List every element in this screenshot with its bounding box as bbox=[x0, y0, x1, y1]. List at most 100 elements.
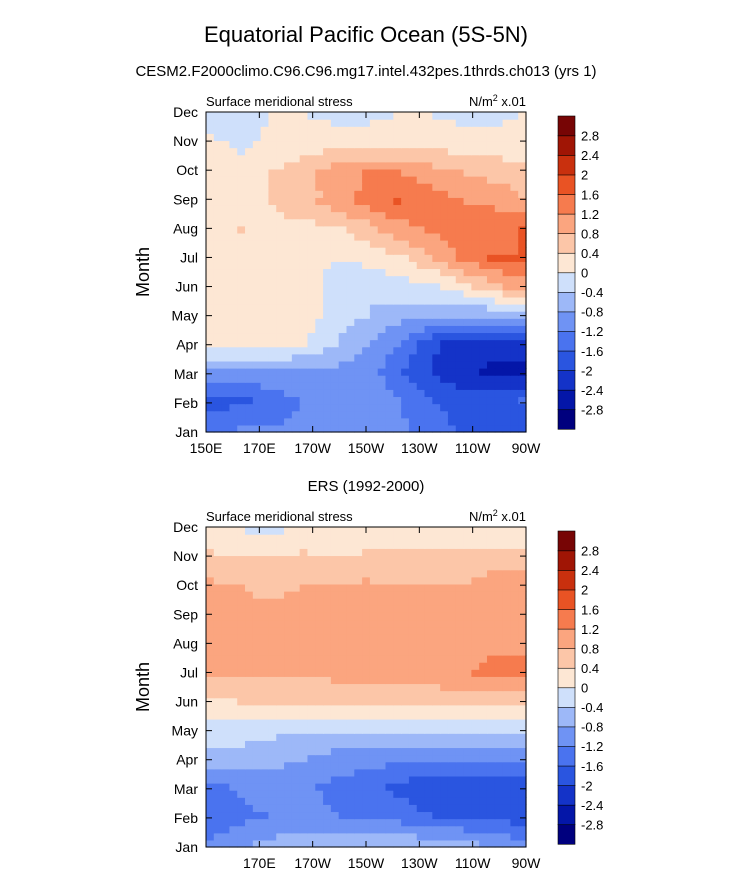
heatmap-cell bbox=[354, 168, 363, 177]
heatmap-cell bbox=[494, 783, 504, 791]
heatmap-cell bbox=[393, 332, 402, 341]
heatmap-cell bbox=[408, 168, 418, 177]
heatmap-cell bbox=[455, 612, 465, 621]
heatmap-cell bbox=[401, 190, 410, 198]
heatmap-cell bbox=[323, 368, 332, 376]
heatmap-cell bbox=[502, 119, 511, 127]
heatmap-cell bbox=[252, 761, 262, 770]
y-tick-label: Jan bbox=[175, 839, 198, 855]
heatmap-cell bbox=[494, 154, 504, 163]
heatmap-cell bbox=[494, 353, 504, 362]
heatmap-cell bbox=[260, 797, 270, 805]
heatmap-cell bbox=[229, 304, 238, 312]
heatmap-cell bbox=[245, 555, 254, 564]
heatmap-cell bbox=[307, 154, 316, 163]
heatmap-cell bbox=[416, 797, 426, 805]
heatmap-cell bbox=[377, 775, 387, 784]
heatmap-cell bbox=[354, 768, 363, 777]
heatmap-cell bbox=[479, 353, 488, 362]
y-tick-label: Mar bbox=[174, 781, 198, 797]
heatmap-cell bbox=[440, 676, 449, 685]
heatmap-cell bbox=[510, 662, 519, 670]
heatmap-cell bbox=[518, 662, 527, 670]
heatmap-cell bbox=[221, 690, 231, 699]
heatmap-cell bbox=[354, 382, 363, 390]
heatmap-cell bbox=[502, 555, 511, 564]
heatmap-cell bbox=[440, 605, 449, 613]
heatmap-cell bbox=[315, 112, 324, 120]
heatmap-cell bbox=[323, 389, 332, 398]
heatmap-cell bbox=[455, 126, 465, 134]
heatmap-cell bbox=[245, 325, 254, 334]
heatmap-cell bbox=[315, 204, 324, 213]
heatmap-cell bbox=[479, 626, 488, 635]
heatmap-cell bbox=[221, 147, 231, 156]
heatmap-cell bbox=[424, 733, 433, 741]
heatmap-cell bbox=[393, 576, 402, 585]
heatmap-cell bbox=[408, 534, 418, 542]
heatmap-cell bbox=[385, 360, 394, 369]
heatmap-cell bbox=[330, 655, 340, 663]
heatmap-cell bbox=[377, 676, 387, 685]
heatmap-cell bbox=[455, 619, 465, 628]
heatmap-cell bbox=[447, 112, 457, 120]
heatmap-cell bbox=[206, 311, 215, 319]
heatmap-cell bbox=[229, 190, 238, 198]
heatmap-cell bbox=[206, 662, 215, 670]
heatmap-cell bbox=[455, 768, 465, 777]
heatmap-cell bbox=[276, 183, 285, 191]
heatmap-cell bbox=[268, 311, 277, 319]
heatmap-cell bbox=[307, 832, 316, 841]
heatmap-cell bbox=[260, 612, 270, 621]
heatmap-cell bbox=[252, 605, 262, 613]
heatmap-cell bbox=[408, 832, 418, 841]
heatmap-cell bbox=[393, 669, 402, 677]
heatmap-cell bbox=[213, 147, 223, 156]
heatmap-cell bbox=[385, 697, 394, 706]
heatmap-cell bbox=[486, 225, 496, 234]
heatmap-cell bbox=[229, 527, 238, 535]
heatmap-cell bbox=[502, 576, 511, 585]
heatmap-cell bbox=[377, 247, 387, 255]
heatmap-cell bbox=[330, 619, 340, 628]
heatmap-cell bbox=[206, 569, 215, 578]
heatmap-cell bbox=[338, 190, 348, 198]
heatmap-cell bbox=[369, 147, 379, 156]
heatmap-cell bbox=[284, 591, 293, 599]
heatmap-cell bbox=[354, 527, 363, 535]
heatmap-cell bbox=[237, 211, 246, 220]
heatmap-cell bbox=[362, 161, 371, 170]
heatmap-cell bbox=[237, 346, 246, 355]
heatmap-cell bbox=[408, 555, 418, 564]
heatmap-cell bbox=[315, 190, 324, 198]
heatmap-cell bbox=[518, 733, 527, 741]
units-label: N/m2 x.01 bbox=[469, 508, 526, 524]
heatmap-cell bbox=[252, 232, 262, 241]
heatmap-cell bbox=[479, 275, 488, 284]
heatmap-cell bbox=[284, 119, 293, 127]
heatmap-cell bbox=[276, 640, 285, 649]
heatmap-cell bbox=[393, 797, 402, 805]
heatmap-cell bbox=[206, 775, 215, 784]
heatmap-cell bbox=[463, 655, 472, 663]
heatmap-cell bbox=[385, 339, 394, 348]
heatmap-cell bbox=[463, 225, 472, 234]
heatmap-cell bbox=[408, 403, 418, 412]
heatmap-cell bbox=[346, 204, 355, 213]
heatmap-cell bbox=[447, 647, 457, 656]
heatmap-cell bbox=[346, 403, 355, 412]
heatmap-cell bbox=[229, 598, 238, 606]
heatmap-cell bbox=[299, 140, 309, 149]
heatmap-cell bbox=[377, 346, 387, 355]
heatmap-cell bbox=[315, 534, 324, 542]
heatmap-cell bbox=[268, 647, 277, 656]
heatmap-cell bbox=[502, 747, 511, 756]
heatmap-cell bbox=[338, 389, 348, 398]
heatmap-cell bbox=[385, 119, 394, 127]
colorbar-label: 1.6 bbox=[581, 602, 599, 617]
heatmap-cell bbox=[276, 168, 285, 177]
heatmap-cell bbox=[440, 655, 449, 663]
heatmap-cell bbox=[206, 275, 215, 284]
heatmap-cell bbox=[393, 683, 402, 692]
heatmap-cell bbox=[377, 417, 387, 426]
